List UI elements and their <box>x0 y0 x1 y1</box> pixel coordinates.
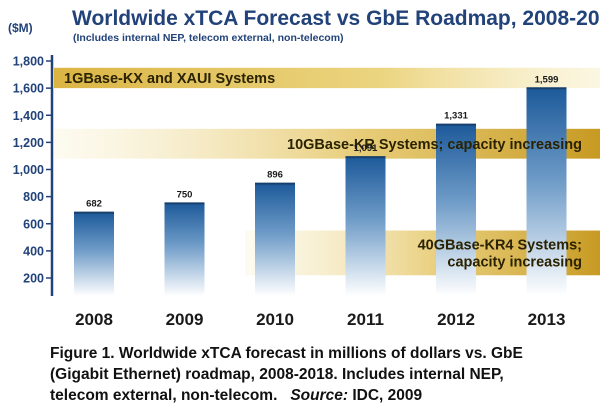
x-tick-label-2012: 2012 <box>437 310 475 329</box>
y-tick-label-1200: 1,200 <box>13 136 44 150</box>
band-10gbase-band <box>54 128 600 159</box>
bar-2009 <box>164 203 205 296</box>
band-40gbase-label-1: 40GBase-KR4 Systems; <box>418 238 582 254</box>
chart-subtitle: (Includes internal NEP, telecom external… <box>73 32 344 44</box>
y-tick-label-1600: 1,600 <box>13 82 44 96</box>
bar-2010 <box>255 183 295 296</box>
caption-source-value: IDC, 2009 <box>352 387 423 404</box>
x-tick-label-2011: 2011 <box>347 310 384 329</box>
band-text-layer: 1GBase-KX and XAUI Systems 10GBase-KR Sys… <box>64 71 582 270</box>
band-1gbase-band <box>54 67 600 89</box>
bar-2012 <box>436 124 476 296</box>
y-tick-label-600: 600 <box>23 217 44 231</box>
bars-layer <box>74 87 567 297</box>
band-10gbase-label-1: 10GBase-KR Systems; capacity increasing <box>287 137 582 153</box>
data-label-2013: 1,599 <box>535 74 559 85</box>
y-tick-label-1800: 1,800 <box>13 55 44 69</box>
data-label-2009: 750 <box>177 189 193 200</box>
data-label-2011: 1,091 <box>354 143 378 154</box>
x-tick-label-2010: 2010 <box>256 310 294 329</box>
caption-source-label: Source: <box>290 387 349 404</box>
y-tick-label-1000: 1,000 <box>13 163 44 177</box>
chart: Worldwide xTCA Forecast vs GbE Roadmap, … <box>8 7 600 329</box>
data-labels: 682 750 896 1,091 1,331 1,599 <box>86 74 558 209</box>
band-1gbase-label-1: 1GBase-KX and XAUI Systems <box>64 71 275 87</box>
chart-title: Worldwide xTCA Forecast vs GbE Roadmap, … <box>72 7 600 30</box>
x-ticks: 2008 2009 2010 2011 2012 2013 <box>75 310 565 329</box>
bar-2008 <box>74 212 114 296</box>
y-tick-label-400: 400 <box>23 244 44 258</box>
caption-prefix: telecom external, non-telecom. <box>50 387 278 404</box>
figure-caption: Figure 1. Worldwide xTCA forecast in mil… <box>50 343 590 406</box>
x-tick-label-2009: 2009 <box>166 310 204 329</box>
data-label-2012: 1,331 <box>444 111 468 122</box>
data-label-2008: 682 <box>86 199 102 210</box>
data-label-2010: 896 <box>267 170 283 181</box>
y-tick-label-800: 800 <box>23 190 44 204</box>
caption-line-1: Figure 1. Worldwide xTCA forecast in mil… <box>50 345 523 362</box>
bar-2013 <box>526 88 567 297</box>
caption-line-2: (Gigabit Ethernet) roadmap, 2008-2018. I… <box>50 366 504 383</box>
y-axis-label: ($M) <box>8 21 33 35</box>
y-tick-label-200: 200 <box>23 272 44 286</box>
bar-2011 <box>345 157 386 296</box>
caption-line-3: telecom external, non-telecom. Source: I… <box>50 385 590 406</box>
band-40gbase-label-2: capacity increasing <box>447 255 582 271</box>
y-tick-label-1400: 1,400 <box>13 109 44 123</box>
y-ticks: 200 400 600 800 1,000 1,200 1,400 1,600 1,800 <box>13 55 52 286</box>
x-tick-label-2008: 2008 <box>75 310 113 329</box>
x-tick-label-2013: 2013 <box>528 310 566 329</box>
